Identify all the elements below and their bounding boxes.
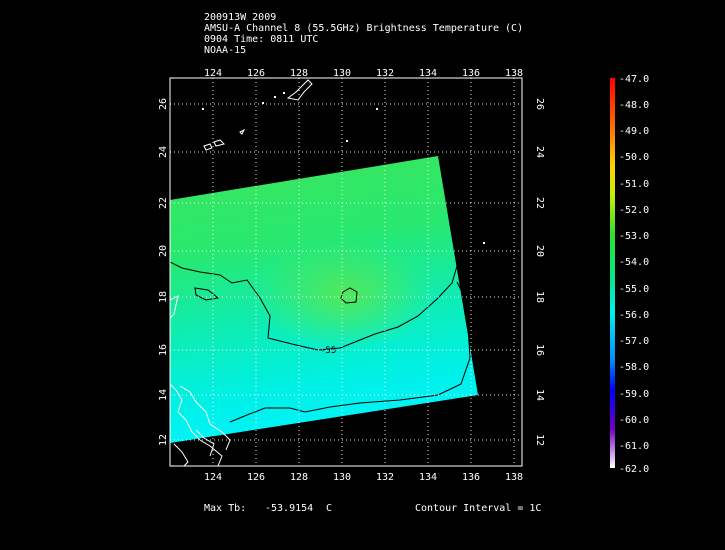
lat-tick-label: 24 bbox=[158, 146, 169, 158]
contour-interval: Contour Interval = 1C bbox=[415, 503, 542, 514]
lat-tick-label: 22 bbox=[158, 197, 169, 209]
lon-tick-label: 126 bbox=[247, 68, 265, 79]
lat-tick-label: 24 bbox=[534, 146, 545, 158]
colorbar-label: -57.0 bbox=[619, 336, 649, 347]
warm-core bbox=[255, 240, 435, 350]
lon-tick-label: 132 bbox=[376, 472, 394, 483]
colorbar-labels: -47.0 -48.0 -49.0 -50.0 -51.0 -52.0 -53.… bbox=[619, 74, 649, 475]
satellite-title: NOAA-15 bbox=[204, 45, 247, 56]
lat-tick-label: 12 bbox=[158, 434, 169, 446]
map-frame bbox=[169, 77, 523, 467]
colorbar-label: -56.0 bbox=[619, 310, 649, 321]
lat-labels-left: 12 14 16 18 20 22 24 26 bbox=[158, 98, 169, 446]
channel-title: AMSU-A Channel 8 (55.5GHz) Brightness Te… bbox=[204, 23, 524, 34]
lat-tick-label: 16 bbox=[158, 344, 169, 356]
lat-lon-grid bbox=[170, 78, 522, 466]
lat-tick-label: 26 bbox=[158, 98, 169, 110]
colorbar-label: -61.0 bbox=[619, 441, 649, 452]
colorbar-label: -48.0 bbox=[619, 100, 649, 111]
lon-tick-label: 128 bbox=[290, 68, 308, 79]
lon-tick-label: 136 bbox=[462, 68, 480, 79]
lon-tick-label: 124 bbox=[204, 68, 222, 79]
lat-tick-label: 26 bbox=[534, 98, 545, 110]
lat-tick-label: 14 bbox=[534, 389, 545, 401]
lon-labels-bottom: 124 126 128 130 132 134 136 138 bbox=[204, 472, 523, 483]
lon-tick-label: 124 bbox=[204, 472, 222, 483]
colorbar-label: -58.0 bbox=[619, 362, 649, 373]
colorbar-label: -52.0 bbox=[619, 205, 649, 216]
max-tb-value: -53.9154 bbox=[265, 503, 314, 514]
lat-tick-label: 12 bbox=[534, 434, 545, 446]
colorbar-label: -60.0 bbox=[619, 415, 649, 426]
product-title: 200913W 2009 bbox=[204, 12, 277, 23]
lat-tick-label: 16 bbox=[534, 344, 545, 356]
lat-tick-label: 22 bbox=[534, 197, 545, 209]
lat-tick-label: 20 bbox=[158, 245, 169, 257]
contour-lines bbox=[170, 261, 471, 423]
lon-tick-label: 134 bbox=[419, 68, 437, 79]
lon-tick-label: 138 bbox=[505, 472, 523, 483]
colorbar-label: -53.0 bbox=[619, 231, 649, 242]
colorbar-label: -51.0 bbox=[619, 179, 649, 190]
lat-tick-label: 14 bbox=[158, 389, 169, 401]
colorbar-label: -54.0 bbox=[619, 257, 649, 268]
coastlines bbox=[170, 79, 313, 466]
lon-tick-label: 136 bbox=[462, 472, 480, 483]
lon-tick-label: 130 bbox=[333, 68, 351, 79]
colorbar-label: -47.0 bbox=[619, 74, 649, 85]
lon-tick-label: 132 bbox=[376, 68, 394, 79]
lon-tick-label: 134 bbox=[419, 472, 437, 483]
time-title: 0904 Time: 0811 UTC bbox=[204, 34, 319, 45]
colorbar-label: -49.0 bbox=[619, 126, 649, 137]
lat-tick-label: 20 bbox=[534, 245, 545, 257]
colorbar bbox=[610, 78, 615, 468]
lon-tick-label: 130 bbox=[333, 472, 351, 483]
lat-tick-label: 18 bbox=[534, 291, 545, 303]
contour-label: -55 bbox=[320, 346, 336, 356]
lon-tick-label: 138 bbox=[505, 68, 523, 79]
colorbar-label: -59.0 bbox=[619, 389, 649, 400]
colorbar-label: -50.0 bbox=[619, 152, 649, 163]
lon-tick-label: 128 bbox=[290, 472, 308, 483]
lat-tick-label: 18 bbox=[158, 291, 169, 303]
colorbar-label: -62.0 bbox=[619, 464, 649, 475]
lon-tick-label: 126 bbox=[247, 472, 265, 483]
lat-labels-right: 12 14 16 18 20 22 24 26 bbox=[534, 98, 545, 446]
lon-labels-top: 124 126 128 130 132 134 136 138 bbox=[204, 68, 523, 79]
colorbar-label: -55.0 bbox=[619, 284, 649, 295]
max-tb-unit: C bbox=[326, 503, 333, 514]
max-tb-label: Max Tb: bbox=[204, 503, 247, 514]
